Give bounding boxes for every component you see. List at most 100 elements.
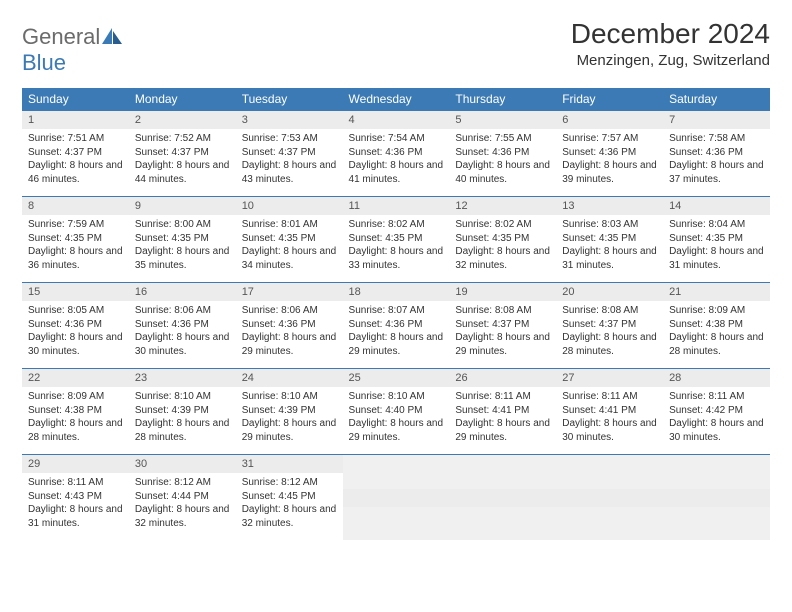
day-number: 15 (22, 283, 129, 301)
sunset-text: Sunset: 4:35 PM (28, 232, 123, 246)
day-number: 17 (236, 283, 343, 301)
sunset-text: Sunset: 4:41 PM (562, 404, 657, 418)
daylight-text: Daylight: 8 hours and 29 minutes. (455, 331, 550, 358)
day-content: Sunrise: 7:52 AMSunset: 4:37 PMDaylight:… (129, 129, 236, 196)
day-number: 30 (129, 455, 236, 473)
day-cell: 22Sunrise: 8:09 AMSunset: 4:38 PMDayligh… (22, 369, 129, 455)
day-number: 24 (236, 369, 343, 387)
daylight-text: Daylight: 8 hours and 31 minutes. (669, 245, 764, 272)
day-content: Sunrise: 8:08 AMSunset: 4:37 PMDaylight:… (556, 301, 663, 368)
day-cell: 15Sunrise: 8:05 AMSunset: 4:36 PMDayligh… (22, 283, 129, 369)
sunset-text: Sunset: 4:43 PM (28, 490, 123, 504)
sunset-text: Sunset: 4:35 PM (455, 232, 550, 246)
day-cell: 31Sunrise: 8:12 AMSunset: 4:45 PMDayligh… (236, 455, 343, 541)
weekday-header: Wednesday (343, 88, 450, 111)
day-cell: 24Sunrise: 8:10 AMSunset: 4:39 PMDayligh… (236, 369, 343, 455)
sunrise-text: Sunrise: 7:59 AM (28, 218, 123, 232)
weekday-header-row: SundayMondayTuesdayWednesdayThursdayFrid… (22, 88, 770, 111)
day-cell: 11Sunrise: 8:02 AMSunset: 4:35 PMDayligh… (343, 197, 450, 283)
sunrise-text: Sunrise: 8:11 AM (28, 476, 123, 490)
location-text: Menzingen, Zug, Switzerland (571, 52, 770, 69)
daylight-text: Daylight: 8 hours and 36 minutes. (28, 245, 123, 272)
calendar-row: 1Sunrise: 7:51 AMSunset: 4:37 PMDaylight… (22, 111, 770, 197)
sunrise-text: Sunrise: 8:02 AM (349, 218, 444, 232)
sunset-text: Sunset: 4:38 PM (28, 404, 123, 418)
day-cell: 2Sunrise: 7:52 AMSunset: 4:37 PMDaylight… (129, 111, 236, 197)
day-cell: 16Sunrise: 8:06 AMSunset: 4:36 PMDayligh… (129, 283, 236, 369)
sunset-text: Sunset: 4:35 PM (135, 232, 230, 246)
daylight-text: Daylight: 8 hours and 41 minutes. (349, 159, 444, 186)
day-cell: 9Sunrise: 8:00 AMSunset: 4:35 PMDaylight… (129, 197, 236, 283)
day-content: Sunrise: 7:57 AMSunset: 4:36 PMDaylight:… (556, 129, 663, 196)
daylight-text: Daylight: 8 hours and 30 minutes. (669, 417, 764, 444)
sunrise-text: Sunrise: 7:55 AM (455, 132, 550, 146)
day-number: 6 (556, 111, 663, 129)
day-number: 8 (22, 197, 129, 215)
sunrise-text: Sunrise: 8:04 AM (669, 218, 764, 232)
day-number: 11 (343, 197, 450, 215)
day-number: 3 (236, 111, 343, 129)
empty-cell (556, 455, 663, 541)
day-content: Sunrise: 7:58 AMSunset: 4:36 PMDaylight:… (663, 129, 770, 196)
empty-cell (449, 455, 556, 541)
sunrise-text: Sunrise: 8:07 AM (349, 304, 444, 318)
sunset-text: Sunset: 4:36 PM (135, 318, 230, 332)
sunset-text: Sunset: 4:36 PM (349, 318, 444, 332)
day-number: 14 (663, 197, 770, 215)
day-cell: 23Sunrise: 8:10 AMSunset: 4:39 PMDayligh… (129, 369, 236, 455)
sunset-text: Sunset: 4:39 PM (135, 404, 230, 418)
daylight-text: Daylight: 8 hours and 33 minutes. (349, 245, 444, 272)
day-number: 13 (556, 197, 663, 215)
day-content: Sunrise: 8:02 AMSunset: 4:35 PMDaylight:… (449, 215, 556, 282)
sunrise-text: Sunrise: 7:53 AM (242, 132, 337, 146)
day-content: Sunrise: 8:03 AMSunset: 4:35 PMDaylight:… (556, 215, 663, 282)
daylight-text: Daylight: 8 hours and 30 minutes. (28, 331, 123, 358)
weekday-header: Friday (556, 88, 663, 111)
day-content: Sunrise: 8:00 AMSunset: 4:35 PMDaylight:… (129, 215, 236, 282)
sunset-text: Sunset: 4:37 PM (135, 146, 230, 160)
calendar-row: 8Sunrise: 7:59 AMSunset: 4:35 PMDaylight… (22, 197, 770, 283)
sunset-text: Sunset: 4:42 PM (669, 404, 764, 418)
day-cell: 19Sunrise: 8:08 AMSunset: 4:37 PMDayligh… (449, 283, 556, 369)
day-content: Sunrise: 7:51 AMSunset: 4:37 PMDaylight:… (22, 129, 129, 196)
sunrise-text: Sunrise: 8:02 AM (455, 218, 550, 232)
day-number: 26 (449, 369, 556, 387)
sunrise-text: Sunrise: 8:09 AM (28, 390, 123, 404)
day-content: Sunrise: 8:11 AMSunset: 4:41 PMDaylight:… (556, 387, 663, 454)
sunset-text: Sunset: 4:40 PM (349, 404, 444, 418)
daylight-text: Daylight: 8 hours and 39 minutes. (562, 159, 657, 186)
sunrise-text: Sunrise: 8:12 AM (135, 476, 230, 490)
day-content: Sunrise: 7:53 AMSunset: 4:37 PMDaylight:… (236, 129, 343, 196)
day-number: 28 (663, 369, 770, 387)
daylight-text: Daylight: 8 hours and 32 minutes. (242, 503, 337, 530)
page-header: General Blue December 2024 Menzingen, Zu… (22, 18, 770, 76)
day-cell: 13Sunrise: 8:03 AMSunset: 4:35 PMDayligh… (556, 197, 663, 283)
sunrise-text: Sunrise: 8:06 AM (242, 304, 337, 318)
day-content: Sunrise: 8:09 AMSunset: 4:38 PMDaylight:… (22, 387, 129, 454)
day-cell: 30Sunrise: 8:12 AMSunset: 4:44 PMDayligh… (129, 455, 236, 541)
daylight-text: Daylight: 8 hours and 35 minutes. (135, 245, 230, 272)
sunset-text: Sunset: 4:35 PM (562, 232, 657, 246)
weekday-header: Monday (129, 88, 236, 111)
sunrise-text: Sunrise: 8:08 AM (562, 304, 657, 318)
month-title: December 2024 (571, 18, 770, 50)
day-content: Sunrise: 8:10 AMSunset: 4:39 PMDaylight:… (129, 387, 236, 454)
day-cell: 21Sunrise: 8:09 AMSunset: 4:38 PMDayligh… (663, 283, 770, 369)
sunrise-text: Sunrise: 7:51 AM (28, 132, 123, 146)
day-cell: 29Sunrise: 8:11 AMSunset: 4:43 PMDayligh… (22, 455, 129, 541)
daylight-text: Daylight: 8 hours and 46 minutes. (28, 159, 123, 186)
day-content: Sunrise: 7:54 AMSunset: 4:36 PMDaylight:… (343, 129, 450, 196)
day-number: 19 (449, 283, 556, 301)
day-number: 29 (22, 455, 129, 473)
day-content: Sunrise: 8:12 AMSunset: 4:45 PMDaylight:… (236, 473, 343, 540)
sunrise-text: Sunrise: 8:03 AM (562, 218, 657, 232)
daylight-text: Daylight: 8 hours and 30 minutes. (135, 331, 230, 358)
day-number: 7 (663, 111, 770, 129)
day-cell: 26Sunrise: 8:11 AMSunset: 4:41 PMDayligh… (449, 369, 556, 455)
sunset-text: Sunset: 4:39 PM (242, 404, 337, 418)
empty-cell (343, 455, 450, 541)
day-cell: 8 Sunrise: 7:59 AMSunset: 4:35 PMDaylight… (22, 197, 129, 283)
day-content: Sunrise: 8:09 AMSunset: 4:38 PMDaylight:… (663, 301, 770, 368)
sunrise-text: Sunrise: 8:00 AM (135, 218, 230, 232)
day-number: 16 (129, 283, 236, 301)
